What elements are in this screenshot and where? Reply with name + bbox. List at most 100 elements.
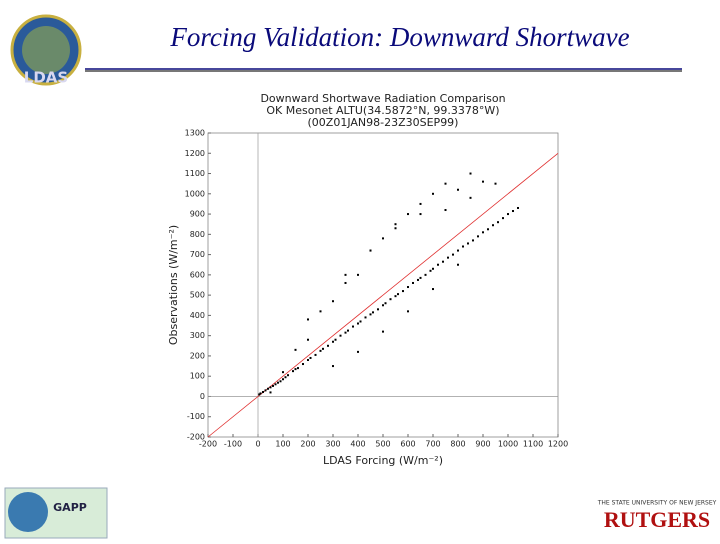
point [507,213,509,216]
x-tick-label: -100 [224,440,242,449]
point [432,288,434,291]
point [469,172,472,175]
point [357,322,359,325]
point [294,368,297,371]
point [512,210,514,213]
y-tick-label: 300 [190,331,205,340]
x-tick-label: 100 [275,440,290,449]
point [394,227,397,230]
point [457,188,459,191]
point [332,300,334,303]
point [267,387,269,390]
point [389,298,392,301]
ldas-logo: LDAS [10,14,82,87]
point [347,329,349,332]
point [417,278,419,281]
point [442,260,444,263]
x-tick-label: 1100 [523,440,543,449]
y-tick-label: 400 [190,311,205,320]
point [432,192,434,195]
y-tick-label: 600 [190,270,205,279]
point [382,237,384,240]
logo-caption: THE STATE UNIVERSITY OF NEW JERSEY [597,500,717,507]
y-tick-label: 900 [190,210,205,219]
x-tick-label: 700 [425,440,440,449]
point [502,217,504,220]
point [382,304,384,307]
y-tick-label: 700 [190,250,205,259]
point [444,182,447,185]
point [407,213,409,216]
point [307,318,309,321]
point [384,302,387,305]
point [262,391,264,394]
chart-title: OK Mesonet ALTU(34.5872°N, 99.3378°W) [266,104,499,117]
y-tick-label: 100 [190,372,205,381]
point [452,253,454,256]
slide-title: Forcing Validation: Downward Shortwave [169,22,629,52]
point [407,310,409,313]
point [402,290,404,293]
point [419,202,422,205]
point [319,310,322,313]
logo-text: GAPP [53,501,87,514]
point [307,358,309,361]
point [287,374,289,377]
point [444,209,447,212]
logo-text: RUTGERS [604,507,710,532]
point [259,392,262,395]
gapp-logo: GAPP [4,487,108,539]
point [357,350,359,353]
point [369,249,372,252]
x-tick-label: 500 [375,440,390,449]
point [472,239,474,242]
point [482,180,484,183]
point [372,311,374,314]
point [297,367,299,370]
point [334,338,337,341]
x-axis-label: LDAS Forcing (W/m⁻²) [323,454,443,467]
point [322,347,324,350]
point [492,224,494,227]
point [497,221,499,224]
point [457,249,459,252]
point [352,325,354,328]
point [412,281,414,284]
point [447,256,449,259]
point [264,389,267,392]
y-tick-label: -100 [187,412,205,421]
x-tick-label: 400 [350,440,365,449]
point [344,273,347,276]
point [332,365,334,368]
y-axis-label: Observations (W/m⁻²) [167,225,180,345]
point [269,386,272,389]
point [419,213,422,216]
point [487,228,489,231]
point [282,378,284,381]
point [419,276,422,279]
point [327,344,329,347]
point [269,391,272,394]
point [284,376,287,379]
point [494,182,497,185]
point [332,340,334,343]
chart: Downward Shortwave Radiation ComparisonO… [167,92,568,467]
point [517,206,519,209]
x-tick-label: 900 [475,440,490,449]
point [272,384,274,387]
point [307,338,309,341]
point [482,231,484,234]
point [394,295,397,298]
point [357,273,359,276]
point [359,320,362,323]
y-tick-label: 800 [190,230,205,239]
y-tick-label: 1200 [185,149,205,158]
y-tick-label: 200 [190,351,205,360]
point [377,308,379,311]
x-tick-label: 300 [325,440,340,449]
point [274,383,277,386]
point [344,331,347,334]
point [282,371,284,374]
y-tick-label: 0 [200,392,205,401]
